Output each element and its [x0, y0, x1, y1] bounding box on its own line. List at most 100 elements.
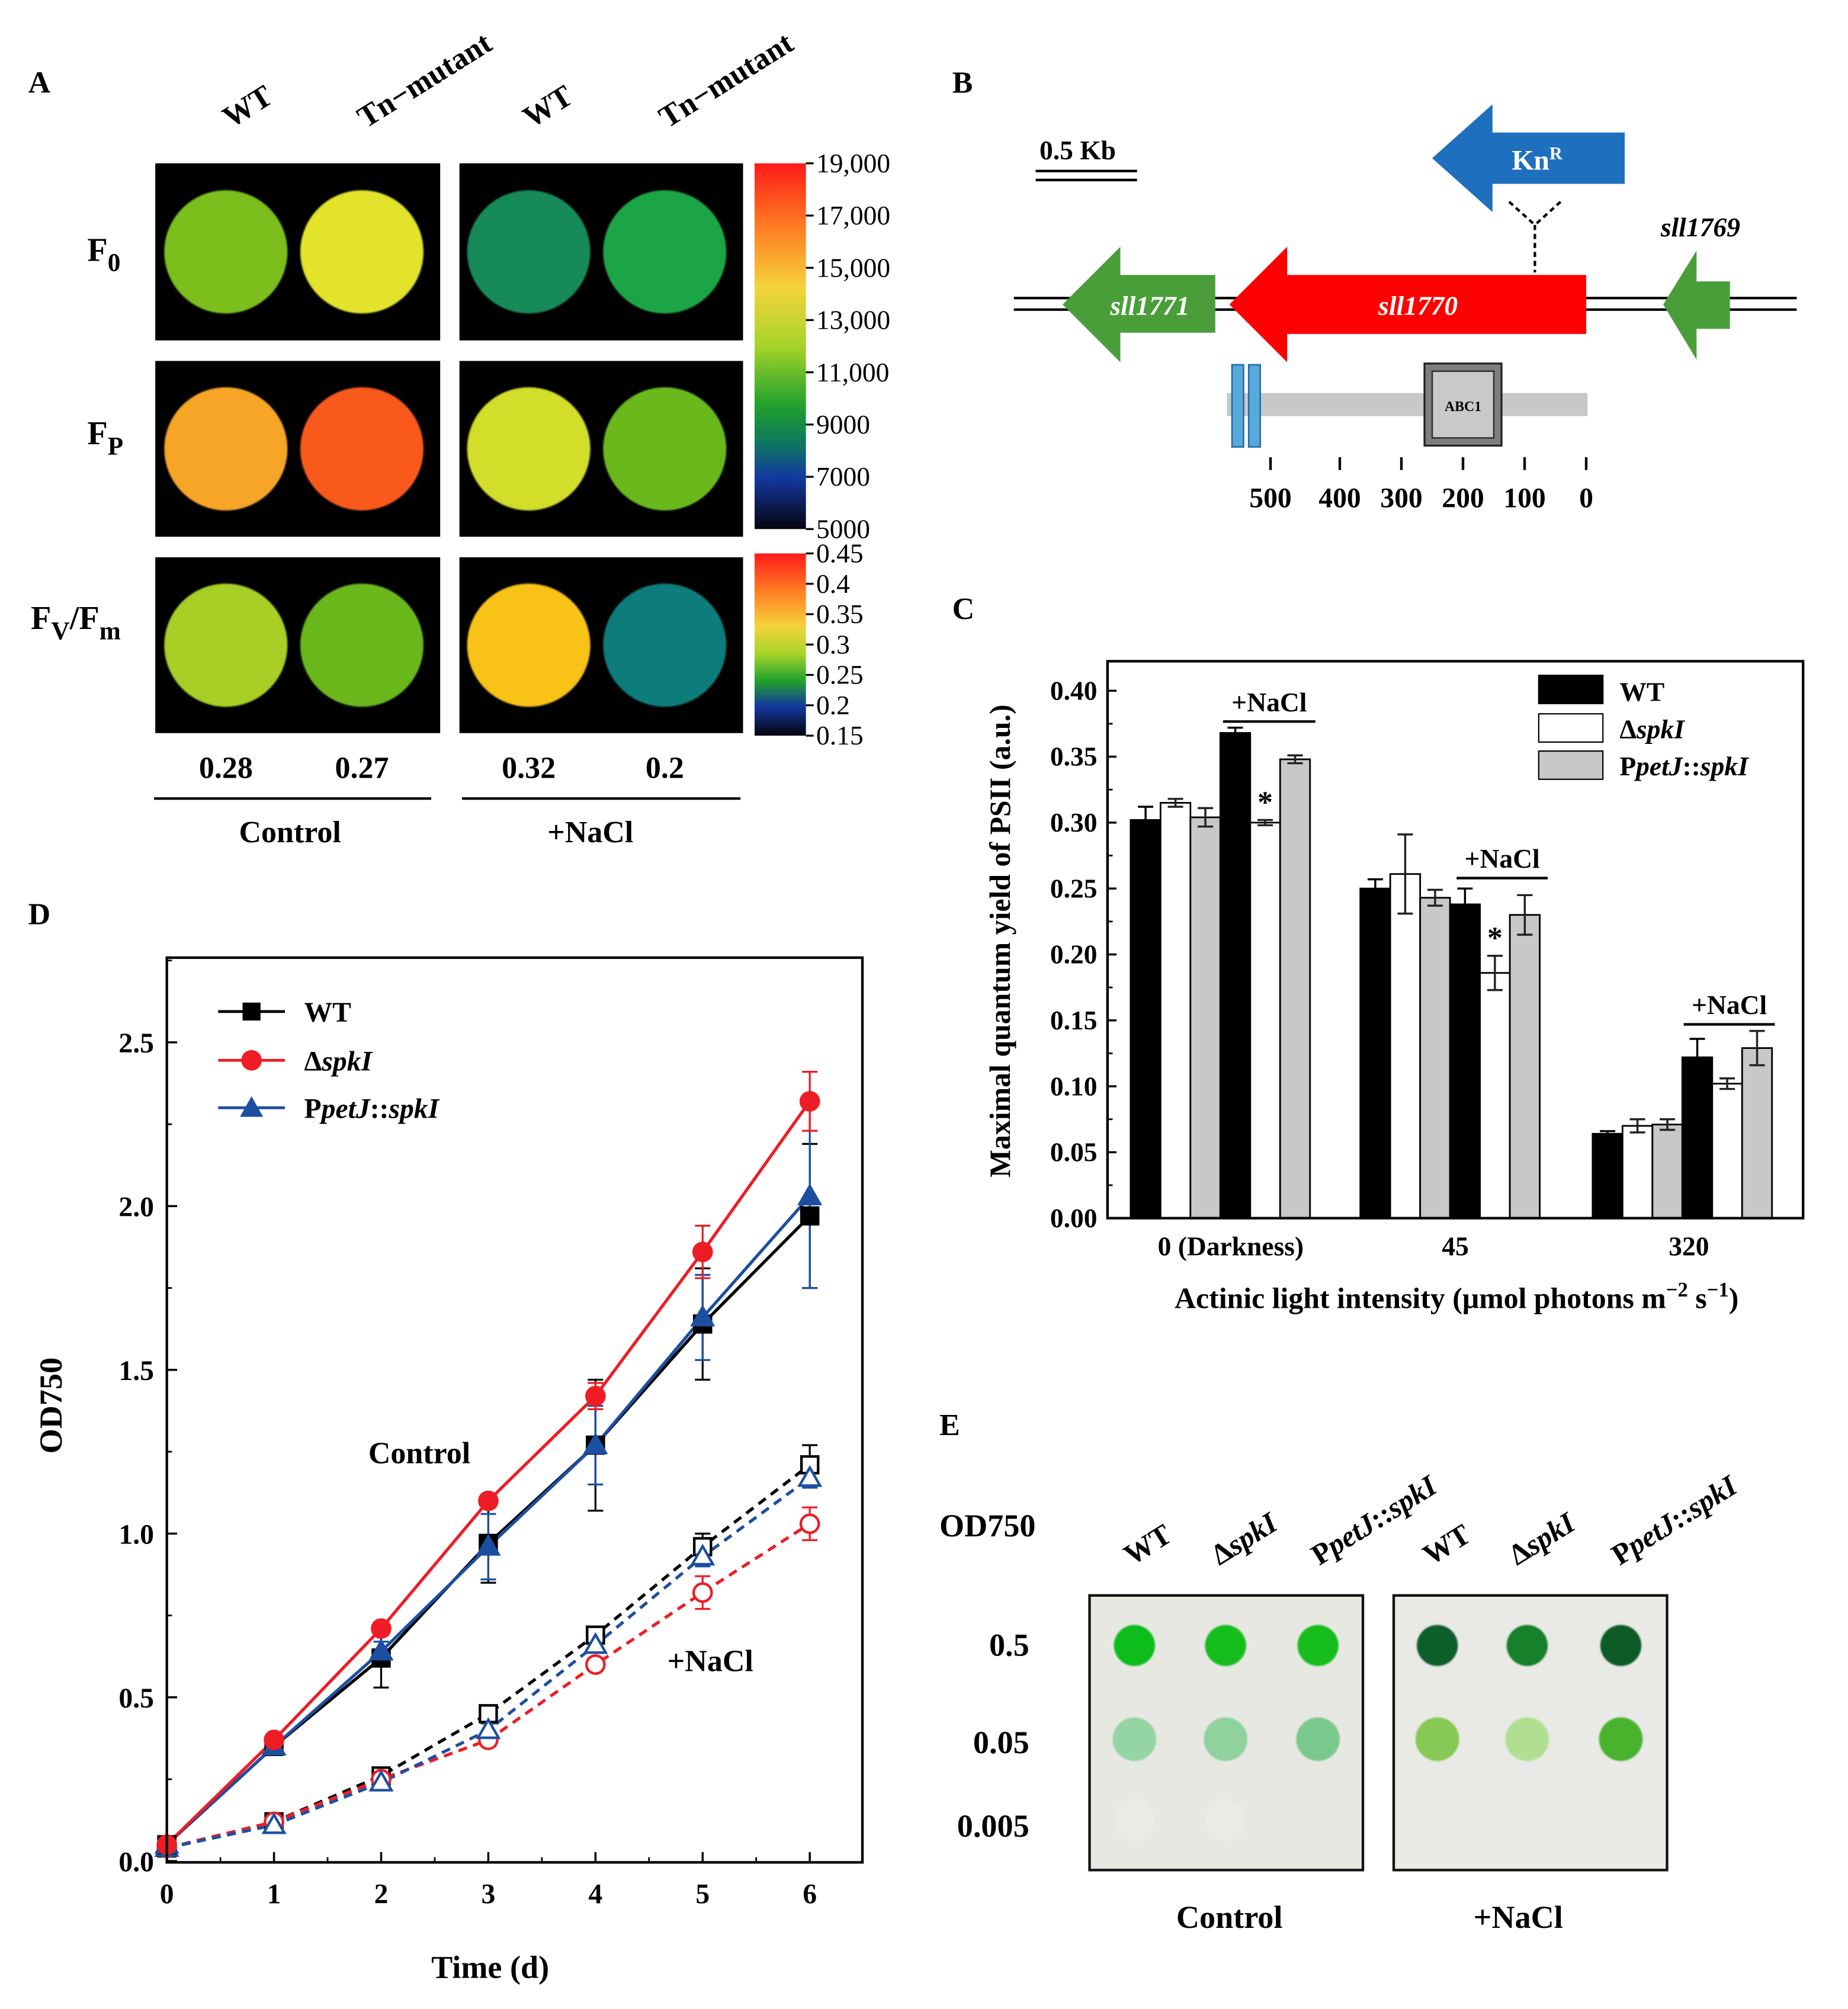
a-colorscale-ticks: 19,000 17,000 15,000 13,000 11,000 9000 7000 50…: [806, 148, 890, 750]
e-column-header: ΔspkI: [1503, 1506, 1581, 1571]
d-marker-triangle: [797, 1183, 823, 1205]
e-spot-r3-c6: [1600, 1799, 1642, 1841]
e-group-label-nacl: +NaCl: [1474, 1899, 1563, 1935]
a-col-header-2: Tn−mutant: [352, 26, 498, 135]
c-legend-swatch-ppetj: [1538, 750, 1604, 780]
b-protein-bar: [1227, 393, 1588, 416]
d-marker-triangle: [368, 1638, 394, 1661]
c-ytick-label: 0.20: [1050, 939, 1098, 970]
a-scale2-tick-label: 0.3: [816, 629, 850, 659]
a-fvfm-value-4: 0.2: [646, 752, 684, 785]
e-column-header: WT: [1118, 1518, 1178, 1572]
a-spot-r1-c3: [467, 190, 591, 314]
e-spots: [1112, 1625, 1643, 1841]
a-scale1-tick-label: 11,000: [816, 357, 889, 387]
a-fvfm-value-2: 0.27: [335, 752, 389, 785]
e-column-header-part: WT: [1118, 1518, 1178, 1572]
b-axis-tick-label: 500: [1249, 483, 1291, 514]
a-fvfm-value-1: 0.28: [199, 752, 253, 785]
d-marker-circle: [692, 1582, 713, 1603]
d-ytick-label: 0.5: [118, 1683, 154, 1714]
c-axes: 0.00 0.05 0.10 0.15 0.20 0.25 0.30 0.35 0.40 0 (D…: [1050, 660, 1805, 1262]
b-insertion-v-left: [1508, 201, 1536, 226]
a-col-header-3: WT: [517, 79, 579, 134]
a-fvfm-value-3: 0.32: [502, 752, 556, 785]
d-ytick-label: 0.0: [118, 1847, 154, 1878]
a-scale1-tick-label: 17,000: [816, 200, 890, 230]
a-spot-r2-c3: [467, 387, 591, 511]
b-axis-tick-label: 0: [1579, 483, 1593, 514]
d-marker-circle: [799, 1513, 820, 1535]
panel-label-b: B: [952, 66, 973, 100]
b-insertion-v-right: [1533, 201, 1562, 226]
e-row-label-2: 0.05: [973, 1725, 1029, 1760]
d-legend: WT ΔspkI PpetJ::spkI: [218, 997, 440, 1125]
d-xtick-label: 0: [160, 1879, 174, 1910]
e-spot-r1-c3: [1297, 1625, 1339, 1666]
c-bar: [1479, 972, 1511, 1219]
d-marker-triangle: [690, 1304, 716, 1327]
c-xtick-label: 45: [1442, 1231, 1469, 1262]
c-ytick-label: 0.40: [1050, 675, 1098, 705]
c-bar: [1419, 897, 1451, 1219]
d-ytick-label: 1.5: [118, 1356, 154, 1387]
e-spot-r3-c4: [1417, 1799, 1458, 1841]
c-ytick-label: 0.35: [1050, 742, 1098, 772]
c-xlabel: Actinic light intensity (μmol photons m−…: [1175, 1279, 1738, 1314]
a-scale1-tick-label: 15,000: [816, 252, 890, 283]
c-bar: [1681, 1056, 1714, 1219]
d-ytick-label: 2.0: [118, 1192, 154, 1223]
c-ytick-label: 0.25: [1050, 873, 1098, 903]
a-spot-r1-c2: [300, 190, 424, 314]
c-ytick-label: 0.10: [1050, 1071, 1098, 1101]
d-xlabel: Time (d): [431, 1949, 549, 1985]
panel-label-a: A: [28, 66, 51, 100]
b-axis-tick-label: 400: [1318, 483, 1361, 514]
e-spot-r2-c4: [1415, 1717, 1459, 1761]
c-nacl-label: +NaCl: [1465, 843, 1540, 874]
a-colorscale-2: [755, 553, 806, 736]
a-spot-r3-c1: [164, 583, 288, 707]
c-bar: [1219, 732, 1252, 1219]
c-nacl-label: +NaCl: [1231, 687, 1307, 717]
c-bar: [1389, 873, 1422, 1219]
d-marker-circle: [585, 1385, 606, 1407]
c-nacl-label: +NaCl: [1692, 990, 1767, 1020]
panel-b: 0.5 Kb KnR sll1771 sll1770 sll1769 ABC1 …: [1013, 104, 1797, 514]
c-bar: [1279, 758, 1311, 1219]
e-column-header-part: WT: [1417, 1518, 1477, 1572]
c-legend-label-dspki: ΔspkI: [1619, 714, 1685, 744]
b-gene-sll1771-arrow: [1063, 246, 1215, 362]
c-ytick-label: 0.15: [1050, 1005, 1098, 1035]
d-xtick-label: 4: [588, 1879, 602, 1910]
d-xtick-label: 2: [374, 1879, 389, 1910]
e-row-header: OD750: [939, 1508, 1035, 1543]
e-group-label-control: Control: [1176, 1899, 1283, 1935]
d-marker-triangle: [583, 1632, 608, 1654]
bar-chart-psii: 0.00 0.05 0.10 0.15 0.20 0.25 0.30 0.35 0.40 0 (D…: [984, 660, 1805, 1314]
panel-label-d: D: [28, 898, 51, 932]
e-column-header: PpetJ::spkI: [1305, 1469, 1443, 1572]
e-spot-r2-c6: [1599, 1717, 1643, 1761]
a-row-label-fvfm: FV/Fm: [31, 600, 121, 645]
b-axis-tick-label: 200: [1442, 483, 1484, 514]
c-nacl-annotations: * * +NaCl +NaCl +NaCl: [1223, 687, 1775, 1026]
c-significance-star: *: [1257, 785, 1273, 819]
c-xtick-label: 320: [1669, 1231, 1709, 1262]
c-error-bars: [1138, 726, 1765, 1138]
b-abc1-domain-inner: [1431, 370, 1495, 439]
b-axis-tick-label: 100: [1503, 483, 1545, 514]
b-gene-sll1770-label: sll1770: [1378, 290, 1458, 320]
c-bar: [1509, 914, 1541, 1219]
d-marker-triangle: [583, 1432, 608, 1455]
d-marker-circle: [692, 1241, 713, 1263]
e-spot-r1-c6: [1600, 1625, 1642, 1666]
a-scale2-tick-label: 0.45: [816, 538, 864, 569]
a-spot-r3-c3: [467, 583, 591, 707]
a-spot-r2-c2: [300, 387, 424, 511]
e-row-label-3: 0.005: [957, 1808, 1029, 1844]
e-spot-r3-c2: [1205, 1799, 1246, 1841]
c-legend-swatch-wt: [1538, 675, 1604, 704]
